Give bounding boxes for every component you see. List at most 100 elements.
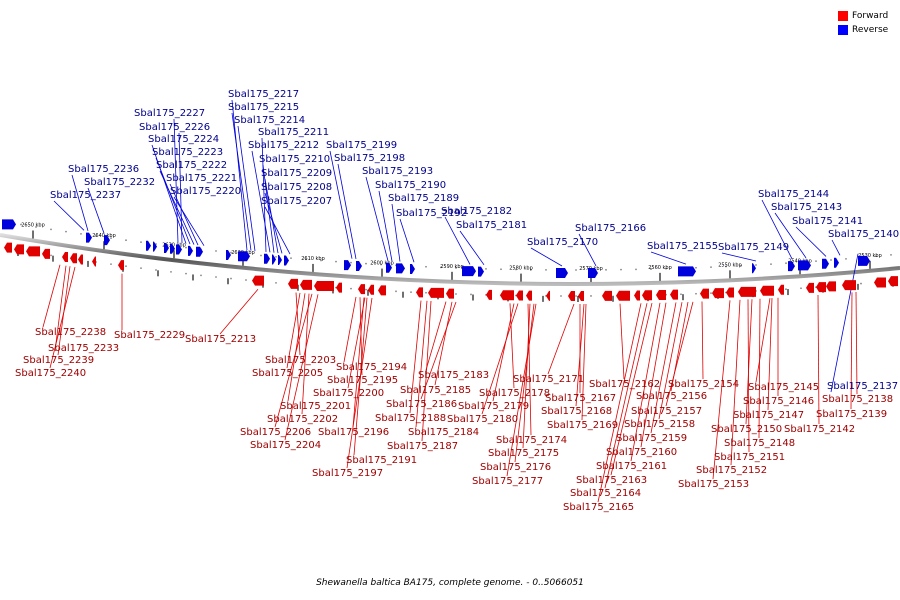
label-leader bbox=[286, 292, 301, 369]
label-leader bbox=[264, 206, 291, 255]
reverse-gene bbox=[386, 262, 392, 273]
gene-label-forward: Sbal175_2191 bbox=[346, 455, 417, 466]
label-leader bbox=[53, 200, 85, 231]
forward-gene bbox=[78, 254, 83, 265]
track-dot bbox=[65, 230, 67, 233]
track-dot bbox=[590, 295, 592, 297]
track-dot bbox=[395, 290, 397, 293]
forward-gene bbox=[712, 288, 724, 299]
label-leader bbox=[712, 300, 731, 480]
gene-label-reverse: Sbal175_2208 bbox=[261, 182, 332, 193]
gene-label-forward: Sbal175_2239 bbox=[23, 355, 94, 366]
gene-label-forward: Sbal175_2156 bbox=[636, 391, 707, 402]
gene-label-reverse: Sbal175_2209 bbox=[261, 168, 332, 179]
scale-tick-label: 2600 kbp bbox=[370, 261, 394, 267]
track-dot bbox=[140, 267, 142, 270]
gene-label-forward: Sbal175_2200 bbox=[313, 388, 384, 399]
reverse-gene bbox=[822, 258, 829, 269]
forward-gene bbox=[778, 284, 784, 295]
scale-tick-label: 2530 kbp bbox=[858, 253, 882, 259]
label-leader bbox=[444, 216, 471, 265]
gene-label-forward: Sbal175_2196 bbox=[318, 427, 389, 438]
gene-label-reverse: Sbal175_2166 bbox=[575, 223, 646, 234]
map-caption: Shewanella baltica BA175, complete genom… bbox=[316, 578, 584, 588]
label-leader bbox=[745, 299, 753, 425]
track-dot bbox=[50, 228, 52, 231]
gene-label-forward: Sbal175_2194 bbox=[336, 362, 407, 373]
forward-gene bbox=[70, 253, 77, 264]
gene-label-forward: Sbal175_2195 bbox=[327, 375, 398, 386]
label-leader bbox=[219, 288, 259, 335]
track-dot bbox=[485, 267, 487, 270]
gene-label-forward: Sbal175_2178 bbox=[479, 388, 550, 399]
track-dot bbox=[815, 260, 817, 263]
reverse-gene bbox=[153, 241, 157, 252]
gene-label-forward: Sbal175_2158 bbox=[624, 419, 695, 430]
scale-tick-label: 2580 kbp bbox=[509, 266, 533, 272]
track-dot bbox=[170, 270, 172, 273]
label-leader bbox=[492, 303, 515, 402]
forward-gene bbox=[656, 289, 666, 300]
track-dot bbox=[200, 274, 202, 277]
gene-label-forward: Sbal175_2204 bbox=[250, 440, 321, 451]
track-dot bbox=[290, 257, 292, 260]
reverse-gene bbox=[678, 266, 696, 277]
track-dot bbox=[680, 293, 682, 296]
track-dot bbox=[50, 254, 52, 257]
forward-gene bbox=[4, 242, 12, 253]
track-dot bbox=[500, 268, 502, 271]
reverse-gene bbox=[86, 232, 92, 243]
gene-label-reverse: Sbal175_2211 bbox=[258, 127, 329, 138]
label-leader bbox=[55, 265, 67, 344]
label-leader bbox=[159, 170, 195, 245]
gene-label-forward: Sbal175_2142 bbox=[784, 424, 855, 435]
track-dot bbox=[335, 260, 337, 263]
label-leader bbox=[231, 112, 252, 251]
track-dot bbox=[425, 291, 427, 294]
gene-label-reverse: Sbal175_2236 bbox=[68, 164, 139, 175]
gene-label-forward: Sbal175_2213 bbox=[185, 334, 256, 345]
gene-label-forward: Sbal175_2152 bbox=[696, 465, 767, 476]
track-dot bbox=[350, 261, 352, 264]
forward-gene bbox=[92, 256, 96, 267]
reverse-gene bbox=[170, 243, 175, 254]
label-leader bbox=[155, 157, 191, 245]
gene-label-forward: Sbal175_2201 bbox=[280, 401, 351, 412]
forward-gene bbox=[358, 284, 365, 295]
gene-label-reverse: Sbal175_2199 bbox=[326, 140, 397, 151]
gene-label-forward: Sbal175_2138 bbox=[822, 394, 893, 405]
gene-label-reverse: Sbal175_2198 bbox=[334, 153, 405, 164]
forward-gene bbox=[670, 289, 678, 300]
gene-label-reverse: Sbal175_2141 bbox=[792, 216, 863, 227]
gene-label-forward: Sbal175_2163 bbox=[576, 475, 647, 486]
track-dot bbox=[110, 263, 112, 266]
label-leader bbox=[71, 174, 89, 232]
legend-forward-label: Forward bbox=[852, 11, 889, 21]
gene-label-forward: Sbal175_2154 bbox=[668, 379, 739, 390]
gene-label-forward: Sbal175_2183 bbox=[418, 370, 489, 381]
label-leader bbox=[721, 252, 757, 262]
reverse-gene bbox=[196, 246, 203, 257]
forward-gene bbox=[568, 290, 575, 301]
label-leader bbox=[817, 295, 820, 425]
gene-label-forward: Sbal175_2186 bbox=[386, 399, 457, 410]
label-leader bbox=[701, 301, 704, 380]
forward-gene bbox=[486, 289, 492, 300]
label-leader bbox=[251, 150, 271, 253]
reverse-gene bbox=[176, 244, 182, 255]
label-leader bbox=[830, 253, 859, 393]
forward-gene bbox=[42, 248, 50, 259]
gene-label-forward: Sbal175_2164 bbox=[570, 488, 641, 499]
gene-label-reverse: Sbal175_2210 bbox=[259, 154, 330, 165]
reverse-gene bbox=[284, 255, 289, 266]
gene-label-forward: Sbal175_2197 bbox=[312, 468, 383, 479]
forward-gene bbox=[526, 290, 532, 301]
forward-gene bbox=[500, 290, 514, 301]
label-leader bbox=[173, 196, 205, 246]
track-dot bbox=[110, 237, 112, 240]
forward-gene bbox=[428, 287, 444, 298]
forward-gene bbox=[516, 290, 523, 301]
label-leader bbox=[619, 303, 625, 380]
label-leader bbox=[459, 230, 485, 266]
